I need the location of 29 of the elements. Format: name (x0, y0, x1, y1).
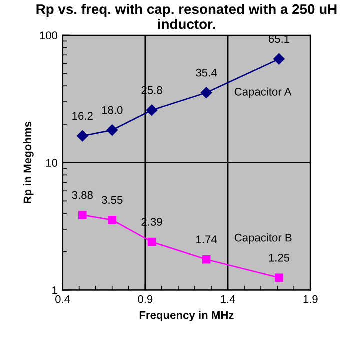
chart-title: Rp vs. freq. with cap. resonated with a 250 uH inductor. (36, 4, 337, 30)
y-tick-label: 10 (46, 159, 58, 167)
point (148, 238, 156, 246)
data-label: 1.74 (196, 236, 218, 244)
point (202, 255, 211, 264)
point (275, 274, 284, 282)
data-label: 35.4 (196, 68, 218, 77)
y-axis-title: Rp in Megohms (23, 122, 34, 204)
data-label: 16.2 (72, 112, 93, 120)
data-label: 3.88 (72, 191, 93, 200)
point (108, 216, 117, 224)
point (200, 87, 212, 98)
x-tick-label: 1.9 (304, 295, 318, 304)
x-tick-label: 0.4 (56, 295, 70, 304)
data-label: 3.55 (102, 196, 123, 204)
point (106, 124, 118, 136)
data-label: 1.25 (269, 254, 290, 262)
point (77, 130, 88, 142)
point (146, 104, 158, 116)
point (78, 211, 87, 220)
data-label: 18.0 (102, 106, 123, 114)
x-axis-title: Frequency in MHz (140, 311, 234, 322)
x-tick-label: 0.9 (138, 295, 153, 304)
series-label: Capacitor A (234, 88, 292, 98)
y-tick-label: 1 (52, 286, 58, 294)
x-tick-label: 1.4 (221, 296, 236, 304)
point (274, 54, 285, 65)
series-label: Capacitor B (234, 234, 292, 244)
y-tick-label: 100 (40, 32, 58, 40)
